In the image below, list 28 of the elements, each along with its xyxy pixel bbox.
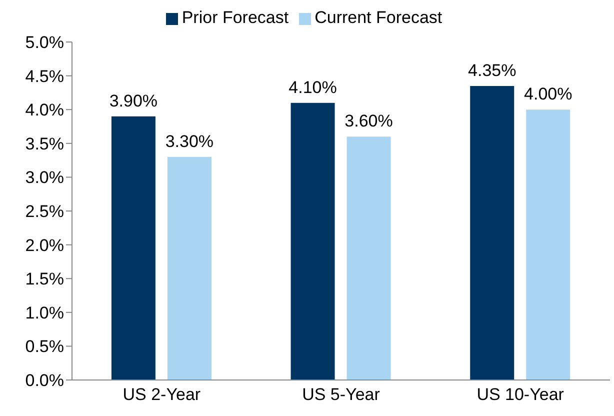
- bar: [526, 110, 570, 380]
- data-label: 4.35%: [468, 60, 516, 80]
- data-label: 4.00%: [524, 84, 572, 104]
- bar: [167, 156, 212, 380]
- x-tick-label: US 2-Year: [122, 385, 201, 404]
- y-tick-label: 3.5%: [25, 134, 64, 154]
- y-tick-label: 5.0%: [25, 33, 64, 52]
- legend-label: Prior Forecast: [182, 8, 289, 27]
- legend-label: Current Forecast: [314, 8, 442, 27]
- y-tick-label: 4.5%: [25, 66, 64, 86]
- data-label: 3.90%: [109, 91, 158, 110]
- y-tick-label: 3.0%: [25, 168, 64, 188]
- bar: [470, 86, 514, 380]
- y-tick-label: 0.5%: [25, 337, 64, 356]
- data-label: 3.60%: [344, 112, 393, 131]
- bar: [111, 116, 156, 380]
- x-tick-label: US 5-Year: [302, 385, 380, 404]
- y-tick-label: 1.0%: [25, 303, 64, 322]
- bar: [290, 102, 335, 380]
- data-label: 3.30%: [165, 132, 214, 151]
- y-tick-label: 1.5%: [25, 270, 64, 289]
- y-tick-label: 4.0%: [25, 100, 64, 120]
- data-label: 4.10%: [288, 78, 337, 97]
- y-tick-label: 0.0%: [25, 371, 64, 390]
- bar: [346, 136, 391, 380]
- y-tick-label: 2.5%: [25, 202, 64, 222]
- x-tick-label: US 10-Year: [476, 385, 564, 404]
- y-tick-label: 2.0%: [25, 236, 64, 255]
